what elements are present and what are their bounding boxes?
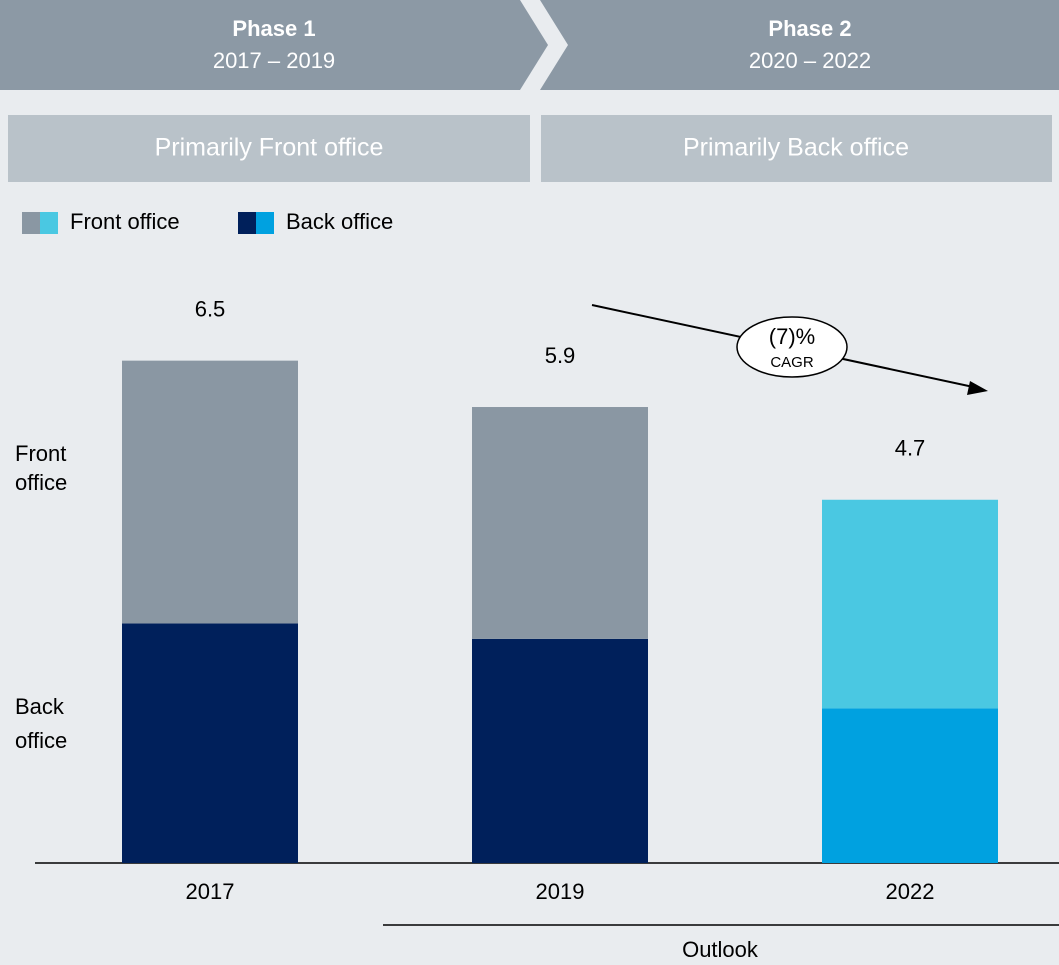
legend-swatch: [238, 212, 256, 234]
x-tick-label: 2019: [536, 879, 585, 904]
legend-label: Back office: [286, 209, 393, 234]
side-label: Front: [15, 441, 66, 466]
bar-segment: [472, 407, 648, 639]
phase-years: 2017 – 2019: [213, 48, 335, 73]
cagr-bubble: [736, 316, 848, 378]
phase-title: Phase 2: [768, 16, 851, 41]
phase-years: 2020 – 2022: [749, 48, 871, 73]
bar-segment: [122, 623, 298, 863]
outlook-label: Outlook: [682, 937, 759, 962]
phase-focus: Primarily Front office: [155, 134, 384, 162]
bar-segment: [822, 499, 998, 709]
cagr-value: (7)%: [769, 324, 815, 349]
side-label: Back: [15, 694, 65, 719]
phase-title: Phase 1: [232, 16, 315, 41]
side-label: office: [15, 728, 67, 753]
phase-focus-box: [8, 115, 530, 182]
bar-segment: [122, 360, 298, 624]
phase-chevron: [540, 0, 1059, 90]
cagr-label: CAGR: [770, 354, 814, 371]
x-tick-label: 2017: [186, 879, 235, 904]
bar-segment: [822, 708, 998, 863]
x-tick-label: 2022: [886, 879, 935, 904]
legend-swatch: [40, 212, 58, 234]
legend-swatch: [22, 212, 40, 234]
total-label: 5.9: [545, 343, 576, 368]
legend-swatch: [256, 212, 274, 234]
phase-focus-box: [541, 115, 1052, 182]
total-label: 6.5: [195, 296, 226, 321]
bar-segment: [472, 638, 648, 863]
total-label: 4.7: [895, 436, 926, 461]
phase-focus: Primarily Back office: [683, 134, 909, 162]
phase-chevron: [0, 0, 548, 90]
side-label: office: [15, 470, 67, 495]
legend-label: Front office: [70, 209, 180, 234]
cagr-arrow-head: [967, 381, 988, 395]
